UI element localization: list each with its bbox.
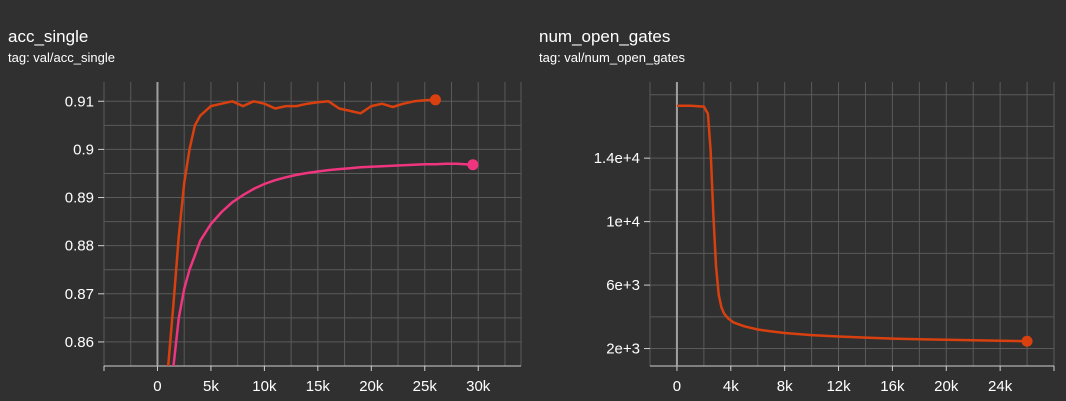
- series-line-1: [172, 162, 473, 366]
- grid: [649, 82, 1055, 366]
- series-end-point-1[interactable]: [467, 159, 479, 171]
- x-tick-label: 12k: [826, 378, 851, 395]
- chart-title: num_open_gates: [539, 27, 671, 46]
- y-tick-label: 0.89: [65, 190, 94, 207]
- x-tick-label: 24k: [988, 378, 1013, 395]
- x-tick-label: 16k: [880, 378, 905, 395]
- chart-subtitle: tag: val/num_open_gates: [539, 50, 685, 65]
- y-tick-label: 0.9: [73, 141, 94, 158]
- series-end-point-0[interactable]: [1021, 335, 1033, 347]
- y-tick-label: 0.88: [65, 238, 94, 255]
- series-line-0: [166, 98, 436, 366]
- y-tick-label: 1.4e+4: [594, 150, 640, 167]
- x-tick-label: 20k: [934, 378, 959, 395]
- y-tick-label: 1e+4: [606, 214, 640, 231]
- x-tick-label: 0: [153, 378, 161, 395]
- y-tick-label: 2e+3: [606, 341, 640, 358]
- x-tick-label: 25k: [413, 378, 438, 395]
- series-end-point-0[interactable]: [429, 94, 441, 106]
- x-tick-label: 20k: [359, 378, 384, 395]
- y-tick-label: 0.87: [65, 286, 94, 303]
- y-tick-label: 0.91: [65, 93, 94, 110]
- x-tick-label: 5k: [203, 378, 219, 395]
- chart-subtitle: tag: val/acc_single: [8, 50, 115, 65]
- x-tick-label: 15k: [306, 378, 331, 395]
- x-tick-label: 4k: [723, 378, 739, 395]
- acc-single-chart: 0 5k 10k 15k 20k 25k 30k 0.86 0.87 0.88 0.89 0.9 0.9…: [65, 82, 522, 395]
- y-tick-label: 6e+3: [606, 277, 640, 294]
- y-tick-label: 0.86: [65, 334, 94, 351]
- x-tick-label: 30k: [466, 378, 491, 395]
- x-tick-label: 0: [673, 378, 681, 395]
- x-tick-label: 8k: [777, 378, 793, 395]
- series-line-0: [676, 104, 1028, 343]
- x-tick-label: 10k: [252, 378, 277, 395]
- chart-title: acc_single: [8, 27, 89, 46]
- grid: [103, 82, 521, 367]
